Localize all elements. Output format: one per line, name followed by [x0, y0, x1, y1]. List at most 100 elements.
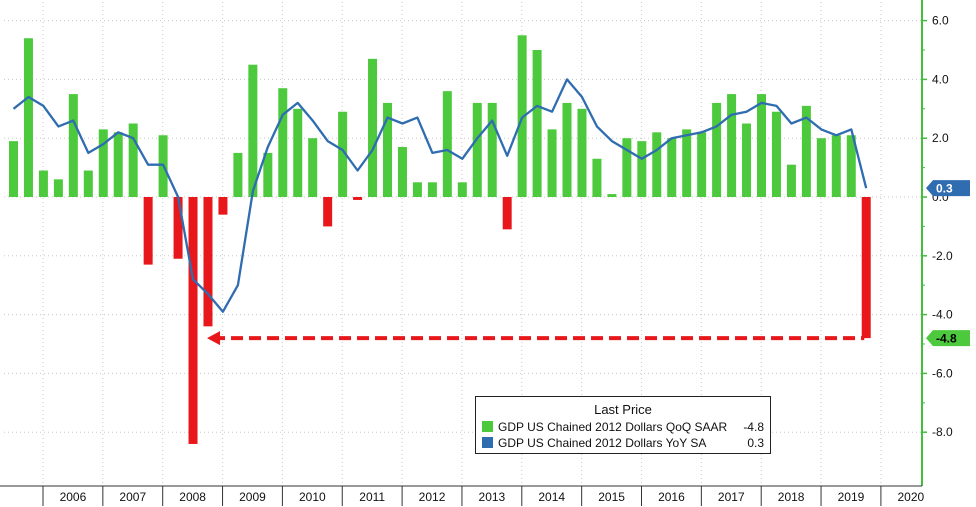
bar-2018Q1 [742, 123, 752, 197]
bar-2011Q1 [323, 197, 333, 227]
bar-2017Q1 [682, 129, 692, 197]
yoy-line [12, 78, 868, 313]
bar-2011Q3 [353, 197, 363, 200]
y-tick-label: 6.0 [932, 14, 949, 28]
last-value-labels: 0.3 -4.8 [926, 180, 970, 347]
x-tick-label: 2012 [419, 490, 446, 504]
bar-2007Q1 [83, 170, 93, 197]
bar-2014Q4 [547, 129, 557, 197]
x-tick-label: 2006 [60, 490, 87, 504]
legend-title: Last Price [594, 402, 652, 417]
bar-2018Q2 [757, 94, 766, 197]
bar-2006Q2 [38, 170, 48, 197]
legend: Last Price GDP US Chained 2012 Dollars Q… [475, 396, 771, 454]
x-tick-label: 2014 [538, 490, 565, 504]
y-tick-label: 2.0 [932, 131, 949, 145]
bar-2016Q2 [637, 141, 647, 197]
bar-2017Q3 [712, 102, 722, 197]
bar-2010Q2 [278, 88, 288, 197]
x-tick-label: 2011 [359, 490, 385, 504]
bar-2012Q2 [397, 147, 407, 197]
bar-2010Q3 [293, 108, 303, 197]
y-tick-label: -4.0 [932, 308, 953, 322]
x-tick-label: 2010 [299, 490, 326, 504]
last-value-text: 0.3 [936, 182, 953, 196]
x-tick-label: 2019 [838, 490, 865, 504]
bar-2014Q1 [502, 197, 512, 230]
bar-2006Q4 [68, 94, 78, 197]
bar-2008Q1 [143, 197, 153, 265]
x-tick-label: 2017 [718, 490, 745, 504]
x-tick-label: 2020 [897, 490, 924, 504]
last-value-tag [926, 180, 970, 197]
bar-2015Q2 [577, 108, 587, 197]
bar-2009Q2 [218, 197, 228, 215]
bar-2014Q3 [532, 50, 542, 197]
bar-2015Q3 [592, 158, 602, 197]
bar-2019Q3 [831, 135, 841, 197]
x-tick-label: 2009 [239, 490, 266, 504]
bar-2015Q4 [607, 194, 617, 197]
bar-2008Q4 [188, 197, 198, 444]
line-series [12, 78, 868, 313]
bar-2017Q4 [727, 94, 737, 197]
bar-2011Q2 [338, 111, 348, 197]
y-tick-label: -6.0 [932, 366, 953, 380]
legend-label-yoy: GDP US Chained 2012 Dollars YoY SA [498, 435, 707, 450]
bar-2009Q3 [233, 152, 243, 197]
bar-2013Q1 [442, 91, 452, 197]
bar-2009Q1 [203, 197, 213, 327]
legend-item-yoy: GDP US Chained 2012 Dollars YoY SA 0.3 [482, 435, 764, 450]
x-tick-label: 2013 [479, 490, 506, 504]
bar-2010Q4 [308, 138, 318, 197]
y-tick-label: -2.0 [932, 249, 953, 263]
bar-2013Q2 [457, 182, 467, 197]
x-tick-label: 2007 [119, 490, 146, 504]
x-tick-label: 2016 [658, 490, 685, 504]
bar-2009Q4 [248, 64, 258, 197]
legend-swatch-qoq [482, 421, 493, 432]
y-tick-label: 4.0 [932, 72, 949, 86]
bar-series [9, 35, 871, 444]
legend-item-qoq: GDP US Chained 2012 Dollars QoQ SAAR -4.… [482, 419, 764, 434]
bar-2010Q1 [263, 152, 273, 197]
y-tick-label: -8.0 [932, 425, 953, 439]
bar-2016Q3 [652, 132, 662, 197]
bar-2018Q3 [771, 111, 781, 197]
last-value-tag [926, 330, 970, 347]
x-tick-label: 2015 [598, 490, 625, 504]
bar-2019Q1 [801, 105, 811, 197]
gridlines [4, 2, 922, 486]
bar-2019Q4 [846, 135, 856, 197]
bar-2018Q4 [786, 164, 796, 197]
bar-2017Q2 [697, 132, 707, 197]
legend-label-qoq: GDP US Chained 2012 Dollars QoQ SAAR [498, 419, 728, 434]
bar-2012Q3 [412, 182, 422, 197]
bar-2013Q3 [472, 102, 482, 197]
bar-2007Q4 [128, 123, 138, 197]
bar-2020Q1 [861, 197, 871, 339]
x-tick-label: 2008 [179, 490, 206, 504]
bar-2012Q1 [383, 102, 392, 197]
annotation-arrowhead [207, 331, 221, 346]
bar-2019Q2 [816, 138, 826, 197]
bar-2016Q4 [667, 138, 677, 197]
last-value-text: -4.8 [936, 332, 957, 346]
legend-swatch-yoy [482, 437, 493, 448]
legend-value-qoq: -4.8 [743, 419, 764, 434]
bar-2012Q4 [427, 182, 437, 197]
bar-2007Q2 [98, 129, 108, 197]
legend-value-yoy: 0.3 [747, 435, 764, 450]
x-tick-label: 2018 [778, 490, 805, 504]
bar-2006Q1 [23, 38, 33, 197]
bar-2015Q1 [562, 102, 572, 197]
bar-2007Q3 [113, 132, 123, 197]
bar-2011Q4 [368, 58, 378, 197]
bar-2005Q4 [9, 141, 18, 197]
bar-2013Q4 [487, 102, 497, 197]
bar-2006Q3 [53, 179, 63, 197]
annotation-line [207, 331, 865, 346]
bar-2016Q1 [622, 138, 632, 197]
bar-2008Q3 [173, 197, 183, 259]
